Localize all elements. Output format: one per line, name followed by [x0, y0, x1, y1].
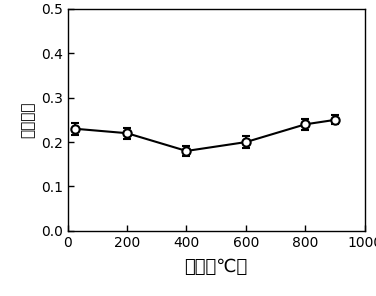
- X-axis label: 温度（℃）: 温度（℃）: [185, 258, 248, 276]
- Y-axis label: 摩擦系数: 摩擦系数: [20, 102, 35, 138]
